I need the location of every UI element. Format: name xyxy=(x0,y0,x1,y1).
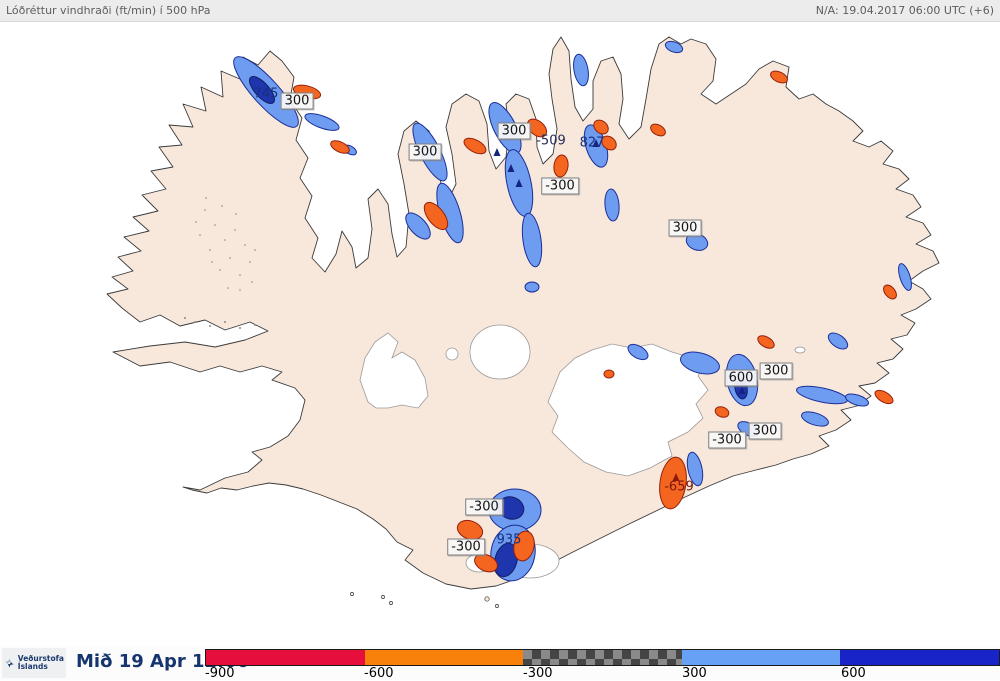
legend-segment-600-900 xyxy=(840,650,999,665)
iceland-map xyxy=(106,36,940,608)
downdraft-region xyxy=(650,123,666,137)
offshore-islands xyxy=(350,592,499,608)
glacier-hofsjokull xyxy=(469,324,531,380)
wind-regions xyxy=(233,40,912,582)
legend-tick: -900 xyxy=(205,666,235,681)
updraft-region xyxy=(521,212,543,268)
logo-pinwheel-icon xyxy=(5,658,14,668)
legend-segment--900--600 xyxy=(206,650,365,665)
downdraft-region xyxy=(330,140,350,154)
vedurstofa-logo: Veðurstofa Íslands xyxy=(2,648,66,678)
updraft-region xyxy=(844,393,870,407)
arrow-marker-icon xyxy=(592,139,600,147)
downdraft-region xyxy=(874,389,894,405)
header-bar: Lóðréttur vindhraði (ft/min) í 500 hPa N… xyxy=(0,0,1000,22)
updraft-region xyxy=(686,451,704,487)
terrain-stipple xyxy=(184,197,256,329)
updraft-region xyxy=(827,332,849,350)
downdraft-region xyxy=(883,284,897,300)
color-scale-bar xyxy=(205,649,1000,666)
arrow-marker-icon xyxy=(738,386,746,394)
legend-tick: 600 xyxy=(841,666,866,681)
updraft-region xyxy=(493,542,519,578)
updraft-region xyxy=(664,40,684,54)
downdraft-region xyxy=(659,456,687,510)
updraft-region xyxy=(680,351,720,375)
logo-text-line1: Veðurstofa xyxy=(17,654,64,663)
arrow-marker-icon xyxy=(515,179,523,187)
legend-tick: 300 xyxy=(682,666,707,681)
glaciers xyxy=(359,324,806,579)
footer-bar: Veðurstofa Íslands Mið 19 Apr 12:00 -900… xyxy=(0,646,1000,681)
downdraft-region xyxy=(474,553,498,573)
color-scale-ticks: -900 -600 -300 300 600 xyxy=(205,666,1000,681)
extremum-arrows xyxy=(493,139,746,481)
iceland-coastline xyxy=(106,36,940,590)
downdraft-region xyxy=(463,137,487,155)
updraft-region xyxy=(627,343,649,361)
color-scale-legend: -900 -600 -300 300 600 xyxy=(205,649,1000,681)
downdraft-region xyxy=(757,335,775,349)
logo-text-line2: Íslands xyxy=(17,662,48,671)
updraft-region xyxy=(304,113,340,131)
downdraft-region xyxy=(593,119,609,135)
arrow-marker-icon xyxy=(507,164,515,172)
updraft-region xyxy=(405,212,431,240)
downdraft-region xyxy=(292,84,322,100)
downdraft-region xyxy=(526,118,548,138)
downdraft-region xyxy=(513,530,535,562)
downdraft-region xyxy=(770,70,788,84)
updraft-region xyxy=(524,281,540,293)
downdraft-region xyxy=(601,135,617,151)
updraft-region xyxy=(573,53,589,87)
run-timestamp: N/A: 19.04.2017 06:00 UTC (+6) xyxy=(815,4,994,17)
arrow-marker-icon xyxy=(493,148,501,156)
legend-tick: -300 xyxy=(523,666,553,681)
updraft-region xyxy=(801,411,829,427)
downdraft-region xyxy=(553,154,569,178)
glacier-langjokull xyxy=(359,332,429,409)
downdraft-region xyxy=(603,369,615,379)
legend-segment-300-600 xyxy=(681,650,841,665)
arrow-marker-icon xyxy=(672,473,680,481)
updraft-region xyxy=(248,76,276,104)
map-title: Lóðréttur vindhraði (ft/min) í 500 hPa xyxy=(6,4,211,17)
glacier-vatnajokull xyxy=(547,343,709,477)
legend-segment--300-300 xyxy=(523,650,682,665)
downdraft-region xyxy=(714,406,730,418)
map-canvas[interactable]: 745 300 300 300 -509 827 -300 300 600 300 300 -300-… xyxy=(0,22,1000,646)
downdraft-region xyxy=(423,201,449,231)
updraft-region xyxy=(604,188,620,222)
downdraft-region xyxy=(456,519,484,541)
updraft-region xyxy=(898,263,912,291)
legend-segment--600--300 xyxy=(364,650,524,665)
legend-tick: -600 xyxy=(364,666,394,681)
